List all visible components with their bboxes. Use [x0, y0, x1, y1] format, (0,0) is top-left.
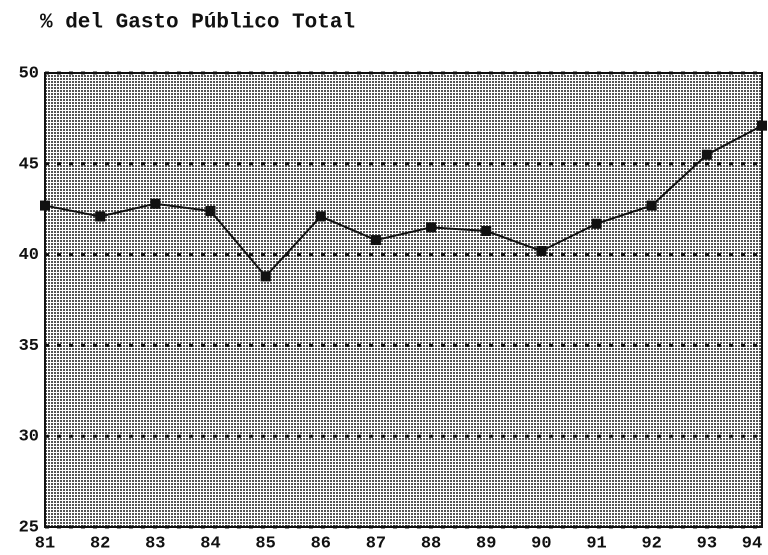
y-tick-label: 50 — [19, 64, 39, 83]
x-tick-label: 89 — [476, 534, 496, 553]
x-tick-label: 94 — [742, 534, 762, 553]
point — [40, 200, 50, 211]
point — [426, 222, 437, 233]
point — [205, 206, 216, 217]
point — [370, 235, 381, 246]
x-tick-label: 83 — [145, 534, 165, 553]
x-tick-label: 81 — [35, 534, 55, 553]
y-tick-label: 40 — [19, 246, 39, 265]
point — [646, 200, 657, 211]
point — [150, 198, 161, 209]
x-tick-label: 85 — [255, 534, 275, 553]
point — [260, 271, 271, 282]
x-tick-label: 92 — [641, 534, 661, 553]
point — [95, 211, 106, 222]
x-tick-label: 88 — [421, 534, 441, 553]
y-tick-label: 30 — [19, 428, 39, 447]
plot-area — [44, 72, 763, 528]
x-tick-label: 82 — [90, 534, 110, 553]
chart-title: % del Gasto Público Total — [40, 12, 355, 35]
x-tick-label: 87 — [366, 534, 386, 553]
point — [315, 211, 326, 222]
point — [591, 218, 602, 229]
x-tick-label: 86 — [311, 534, 331, 553]
point — [701, 149, 712, 160]
x-tick-label: 84 — [200, 534, 220, 553]
point — [536, 245, 547, 256]
point — [757, 120, 767, 131]
line — [44, 124, 763, 278]
y-tick-label: 25 — [19, 518, 39, 537]
y-tick-label: 35 — [19, 337, 39, 356]
point — [481, 225, 492, 236]
x-tick-label: 93 — [697, 534, 717, 553]
x-tick-label: 91 — [586, 534, 606, 553]
y-tick-label: 45 — [19, 155, 39, 174]
x-tick-label: 90 — [531, 534, 551, 553]
